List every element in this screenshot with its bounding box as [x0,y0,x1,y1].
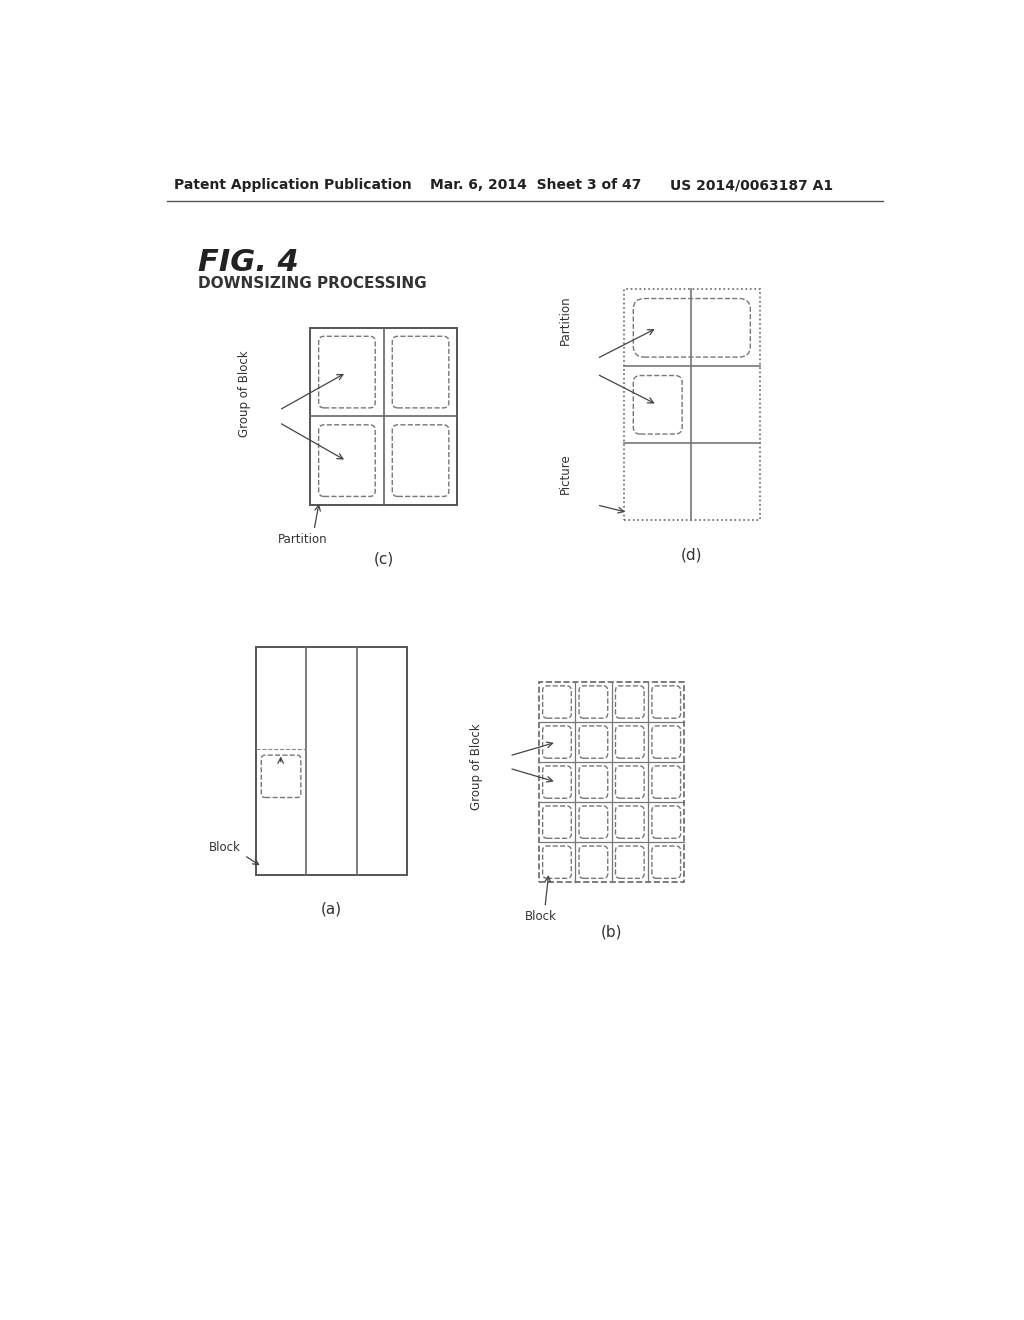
Text: Mar. 6, 2014  Sheet 3 of 47: Mar. 6, 2014 Sheet 3 of 47 [430,178,642,193]
Text: (c): (c) [374,552,394,566]
Text: (a): (a) [321,902,342,916]
Text: Group of Block: Group of Block [238,350,251,437]
Text: Group of Block: Group of Block [470,723,483,810]
Bar [256,647,407,875]
Text: Partition: Partition [278,533,328,546]
Text: Partition: Partition [559,296,572,345]
Text: (d): (d) [681,548,702,562]
Bar [624,289,760,520]
Text: Block: Block [525,911,557,924]
Text: DOWNSIZING PROCESSING: DOWNSIZING PROCESSING [198,276,426,290]
Text: (b): (b) [601,925,623,940]
Bar [310,327,458,506]
Text: Block: Block [209,841,241,854]
Text: US 2014/0063187 A1: US 2014/0063187 A1 [671,178,834,193]
Text: Patent Application Publication: Patent Application Publication [174,178,413,193]
Text: Picture: Picture [559,454,572,495]
Text: FIG. 4: FIG. 4 [198,248,299,277]
Bar [539,682,684,882]
